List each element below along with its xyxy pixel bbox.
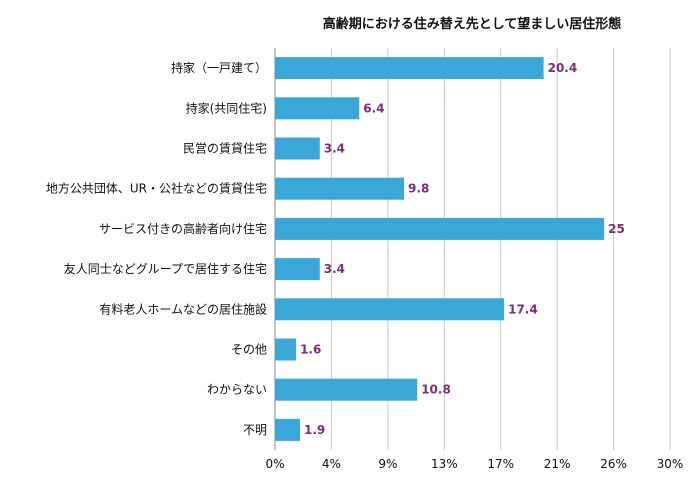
value-label: 9.8: [408, 182, 429, 196]
value-label: 10.8: [421, 383, 451, 397]
x-tick-label: 30%: [657, 457, 684, 471]
category-label: 民営の賃貸住宅: [183, 141, 267, 156]
x-tick-label: 9%: [378, 457, 397, 471]
category-label: わからない: [207, 383, 267, 397]
value-label: 3.4: [324, 142, 345, 156]
bar: [275, 177, 405, 200]
bar: [275, 258, 320, 281]
bar: [275, 338, 297, 361]
bar: [275, 97, 360, 120]
category-label: 友人同士などグループで居住する住宅: [64, 261, 267, 276]
value-label: 6.4: [363, 101, 384, 115]
category-label: サービス付きの高齢者向け住宅: [99, 221, 267, 236]
x-tick-label: 0%: [265, 457, 284, 471]
x-tick-label: 26%: [600, 457, 627, 471]
x-tick-label: 13%: [431, 457, 458, 471]
bar: [275, 217, 605, 240]
value-label: 3.4: [324, 262, 345, 276]
category-label: 持家（一戸建て）: [171, 60, 267, 75]
category-label: その他: [231, 343, 267, 357]
chart-title: 高齢期における住み替え先として望ましい居住形態: [323, 16, 622, 32]
value-label: 20.4: [548, 61, 578, 75]
category-label: 持家(共同住宅): [186, 100, 267, 115]
category-labels: 持家（一戸建て） 持家(共同住宅) 民営の賃貸住宅地方公共団体、UR・公社などの賃貸…: [46, 60, 267, 437]
bar: [275, 378, 418, 401]
x-axis-ticks: 0% 4% 9% 13% 17% 21% 26% 30%: [265, 457, 683, 471]
value-label: 17.4: [508, 302, 538, 316]
bar: [275, 418, 301, 441]
bar: [275, 57, 544, 80]
x-tick-label: 17%: [487, 457, 514, 471]
category-label: 地方公共団体、UR・公社などの賃貸住宅: [46, 181, 267, 196]
bar: [275, 298, 505, 321]
bars: [275, 57, 605, 441]
value-label: 25: [608, 222, 625, 236]
value-labels: 20.4 6.4 3.4 9.8 25 3.4 17.4 1.6 10.8 1.9: [300, 61, 625, 437]
value-label: 1.6: [300, 343, 321, 357]
category-label: 不明: [243, 423, 267, 437]
x-tick-label: 4%: [322, 457, 341, 471]
x-tick-label: 21%: [544, 457, 571, 471]
value-label: 1.9: [304, 423, 325, 437]
category-label: 有料老人ホームなどの居住施設: [99, 301, 267, 316]
bar: [275, 137, 320, 160]
